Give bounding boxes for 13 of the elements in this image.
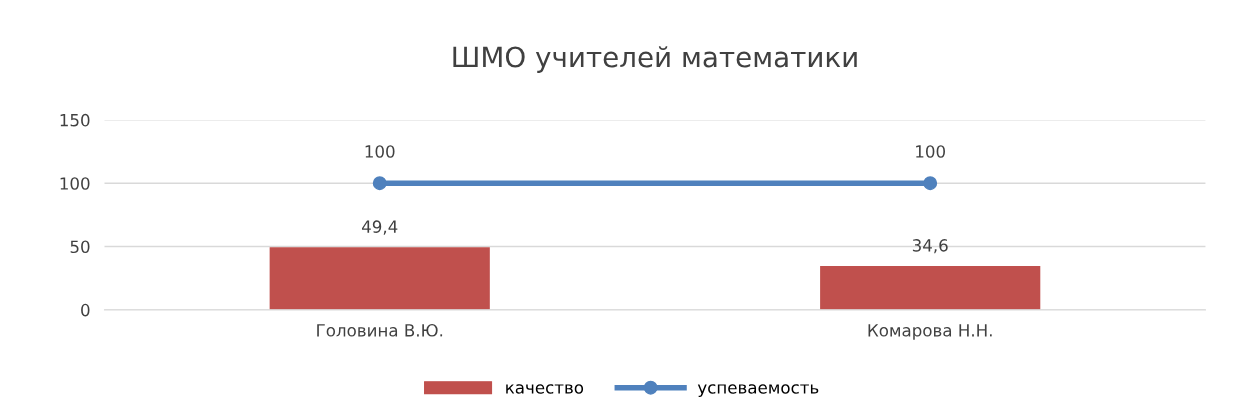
legend-label: успеваемость [697,384,819,397]
data-label: 100 [916,145,945,158]
y-tick-label: 150 [60,113,90,127]
chart-title: ШМО учителей математики [453,46,857,73]
legend-label: качество [506,384,584,394]
x-tick-label: Головина В.Ю. [317,324,443,337]
x-tick-label: Комарова Н.Н. [868,324,992,340]
data-label: 34,6 [912,239,948,254]
y-tick-label: 0 [81,303,90,317]
data-label: 100 [365,145,395,158]
y-tick-label: 100 [60,177,90,190]
data-label: 49,4 [361,220,398,235]
y-tick-label: 50 [70,240,90,254]
